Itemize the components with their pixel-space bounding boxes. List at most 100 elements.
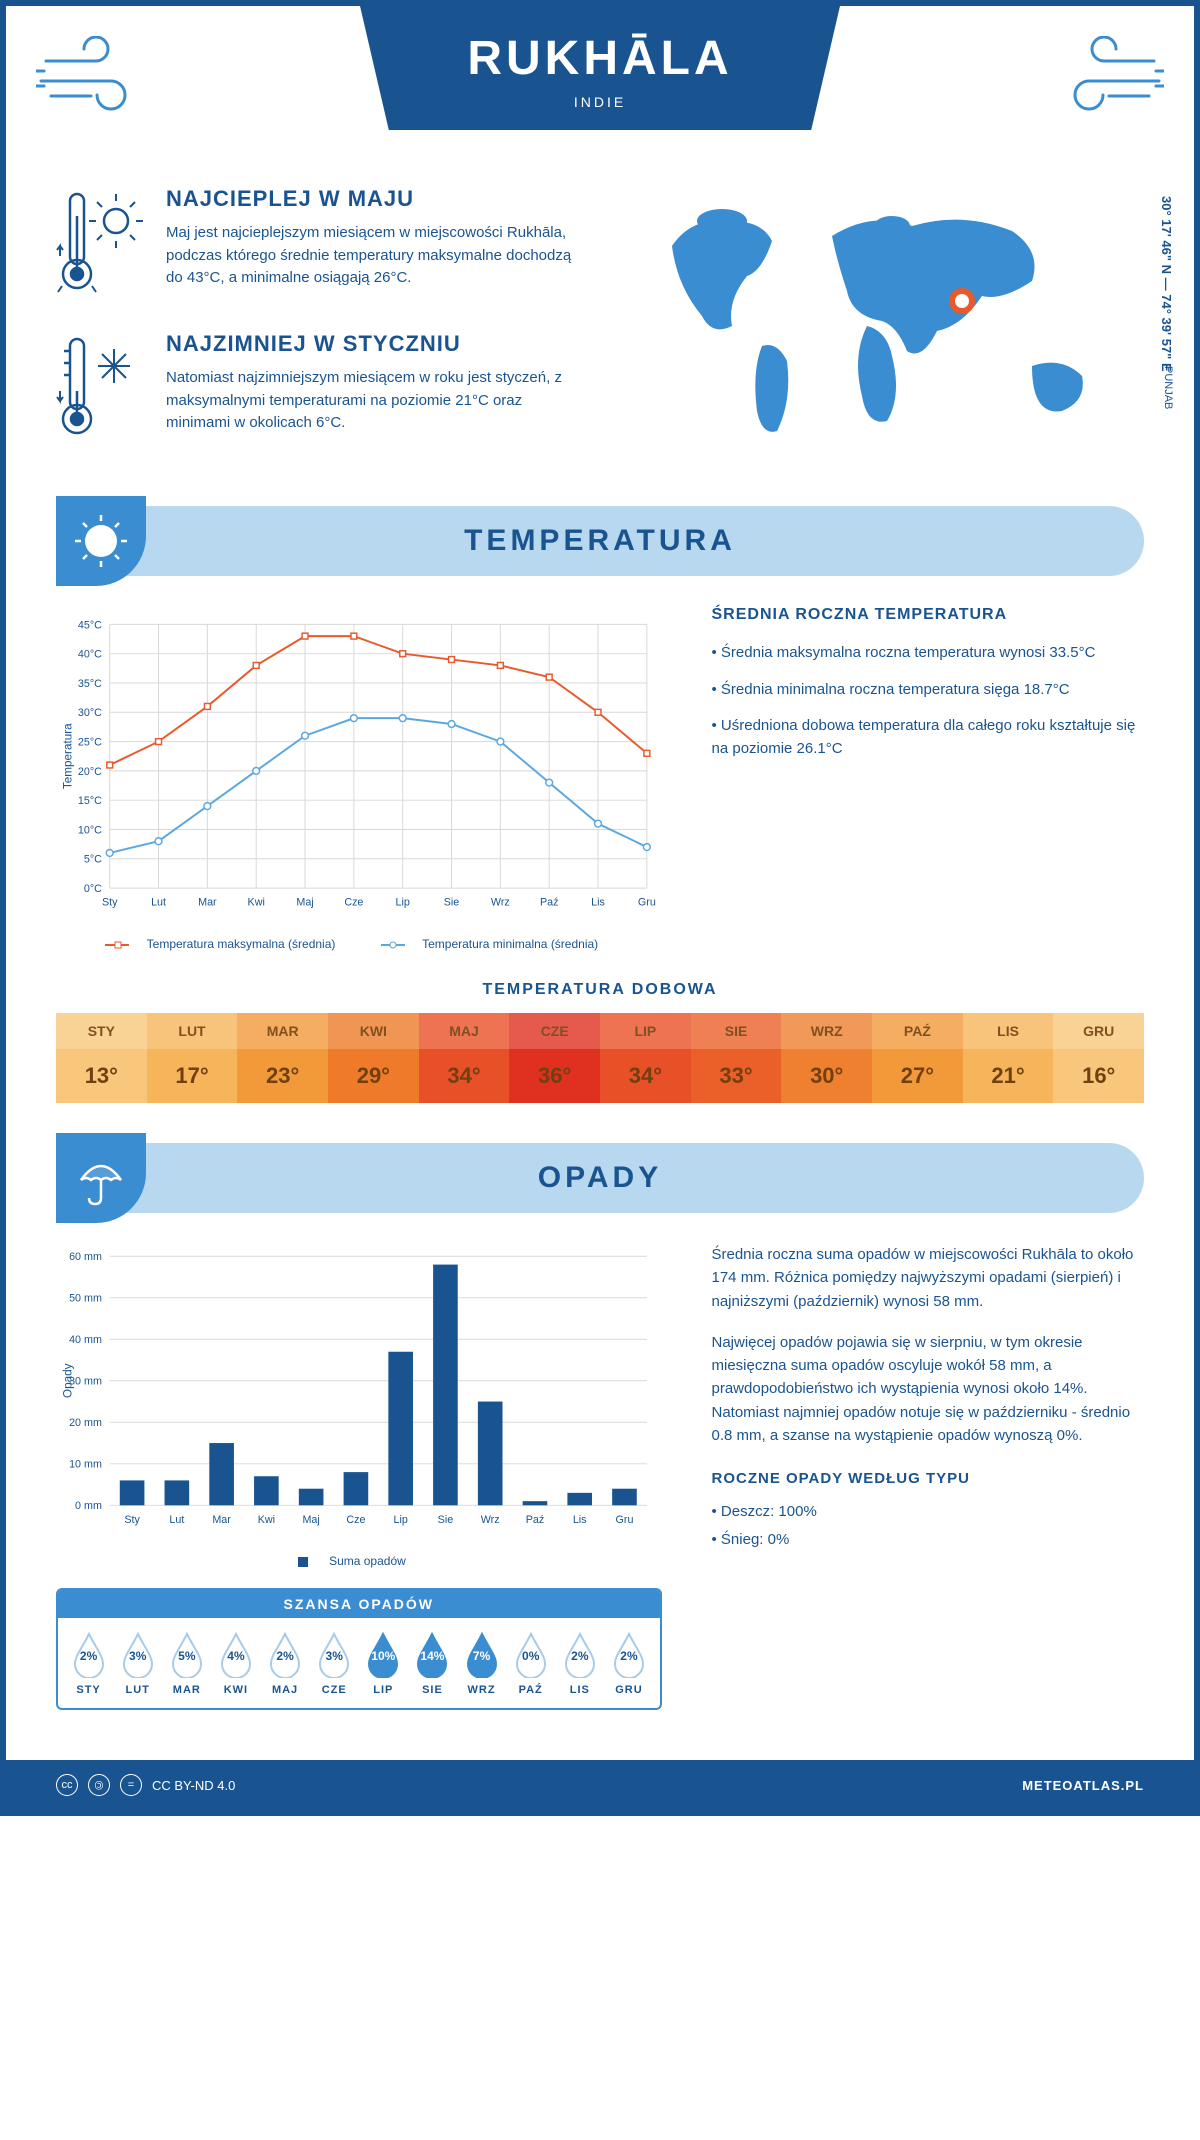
region-label: PUNJAB xyxy=(1162,366,1174,409)
precipitation-info: Średnia roczna suma opadów w miejscowośc… xyxy=(712,1243,1145,1710)
temperature-chart: 0°C5°C10°C15°C20°C25°C30°C35°C40°C45°CSt… xyxy=(56,606,662,951)
svg-text:50 mm: 50 mm xyxy=(69,1293,102,1305)
precip-type-title: ROCZNE OPADY WEDŁUG TYPU xyxy=(712,1467,1145,1490)
svg-text:Lis: Lis xyxy=(573,1514,587,1526)
precip-paragraph: Najwięcej opadów pojawia się w sierpniu,… xyxy=(712,1331,1145,1447)
svg-text:Lip: Lip xyxy=(393,1514,407,1526)
precip-paragraph: Średnia roczna suma opadów w miejscowośc… xyxy=(712,1243,1145,1313)
coldest-title: NAJZIMNIEJ W STYCZNIU xyxy=(166,331,580,357)
drop-icon: 2% xyxy=(610,1630,648,1678)
heat-value: 16° xyxy=(1053,1049,1144,1103)
svg-text:Mar: Mar xyxy=(212,1514,231,1526)
svg-text:Sty: Sty xyxy=(102,897,118,909)
heat-month: SIE xyxy=(691,1013,782,1049)
svg-text:Lut: Lut xyxy=(151,897,166,909)
temperature-content: 0°C5°C10°C15°C20°C25°C30°C35°C40°C45°CSt… xyxy=(56,606,1144,951)
chance-cell: 0% PAŹ xyxy=(506,1630,555,1696)
site-name: METEOATLAS.PL xyxy=(1022,1778,1144,1793)
chance-cell: 4% KWI xyxy=(211,1630,260,1696)
heat-month: MAJ xyxy=(419,1013,510,1049)
heat-month: STY xyxy=(56,1013,147,1049)
precipitation-chance-box: SZANSA OPADÓW 2% STY 3% LUT 5% MAR 4% KW… xyxy=(56,1588,662,1710)
chance-month: CZE xyxy=(310,1684,359,1696)
svg-text:Sty: Sty xyxy=(124,1514,140,1526)
wind-icon xyxy=(1044,36,1164,121)
cc-icon: cc xyxy=(56,1774,78,1796)
temperature-info: ŚREDNIA ROCZNA TEMPERATURA • Średnia mak… xyxy=(712,606,1145,951)
svg-text:35°C: 35°C xyxy=(78,678,102,690)
svg-text:Opady: Opady xyxy=(62,1363,75,1398)
precipitation-section-header: OPADY xyxy=(56,1143,1144,1213)
precipitation-chart-area: 0 mm10 mm20 mm30 mm40 mm50 mm60 mmStyLut… xyxy=(56,1243,662,1710)
svg-text:30°C: 30°C xyxy=(78,707,102,719)
facts-column: NAJCIEPLEJ W MAJU Maj jest najcieplejszy… xyxy=(56,186,580,476)
svg-text:Lis: Lis xyxy=(591,897,605,909)
svg-text:15°C: 15°C xyxy=(78,795,102,807)
heat-month: MAR xyxy=(237,1013,328,1049)
svg-text:40°C: 40°C xyxy=(78,649,102,661)
svg-text:Gru: Gru xyxy=(616,1514,634,1526)
warmest-fact: NAJCIEPLEJ W MAJU Maj jest najcieplejszy… xyxy=(56,186,580,301)
coldest-fact: NAJZIMNIEJ W STYCZNIU Natomiast najzimni… xyxy=(56,331,580,446)
content: NAJCIEPLEJ W MAJU Maj jest najcieplejszy… xyxy=(6,156,1194,1760)
precip-type: • Deszcz: 100% xyxy=(712,1500,1145,1523)
temp-bullet: • Średnia minimalna roczna temperatura s… xyxy=(712,679,1145,702)
chance-month: GRU xyxy=(604,1684,653,1696)
drop-icon: 0% xyxy=(512,1630,550,1678)
svg-text:Kwi: Kwi xyxy=(248,897,265,909)
license-text: CC BY-ND 4.0 xyxy=(152,1778,235,1793)
svg-text:Mar: Mar xyxy=(198,897,217,909)
chance-month: LUT xyxy=(113,1684,162,1696)
coldest-text: Natomiast najzimniejszym miesiącem w rok… xyxy=(166,367,580,435)
drop-icon: 3% xyxy=(315,1630,353,1678)
svg-text:5°C: 5°C xyxy=(84,854,102,866)
title-banner: RUKHĀLA INDIE xyxy=(360,6,840,130)
chance-cell: 10% LIP xyxy=(359,1630,408,1696)
svg-text:45°C: 45°C xyxy=(78,619,102,631)
map-column: 30° 17' 46" N — 74° 39' 57" E PUNJAB xyxy=(620,186,1144,476)
chance-cell: 2% STY xyxy=(64,1630,113,1696)
svg-text:0°C: 0°C xyxy=(84,883,102,895)
drop-icon: 14% xyxy=(413,1630,451,1678)
svg-text:Wrz: Wrz xyxy=(481,1514,500,1526)
daily-temp-title: TEMPERATURA DOBOWA xyxy=(56,981,1144,999)
svg-text:Paź: Paź xyxy=(540,897,559,909)
temp-bullet: • Średnia maksymalna roczna temperatura … xyxy=(712,642,1145,665)
chance-month: LIP xyxy=(359,1684,408,1696)
chance-cell: 3% LUT xyxy=(113,1630,162,1696)
by-icon: 🄯 xyxy=(88,1774,110,1796)
heat-month: WRZ xyxy=(781,1013,872,1049)
chance-cell: 2% LIS xyxy=(555,1630,604,1696)
chance-month: WRZ xyxy=(457,1684,506,1696)
heat-value: 27° xyxy=(872,1049,963,1103)
heat-value: 34° xyxy=(419,1049,510,1103)
chance-month: STY xyxy=(64,1684,113,1696)
heat-value: 13° xyxy=(56,1049,147,1103)
svg-text:20 mm: 20 mm xyxy=(69,1417,102,1429)
chance-title: SZANSA OPADÓW xyxy=(58,1590,660,1618)
svg-text:Cze: Cze xyxy=(346,1514,365,1526)
heat-month: LIS xyxy=(963,1013,1054,1049)
heat-month: GRU xyxy=(1053,1013,1144,1049)
drop-icon: 5% xyxy=(168,1630,206,1678)
temperature-section-header: TEMPERATURA xyxy=(56,506,1144,576)
heat-month: LUT xyxy=(147,1013,238,1049)
svg-text:Lut: Lut xyxy=(169,1514,184,1526)
svg-text:60 mm: 60 mm xyxy=(69,1251,102,1263)
svg-text:0 mm: 0 mm xyxy=(75,1500,102,1512)
umbrella-icon xyxy=(56,1133,146,1223)
avg-temp-title: ŚREDNIA ROCZNA TEMPERATURA xyxy=(712,606,1145,624)
chance-cell: 14% SIE xyxy=(408,1630,457,1696)
drop-icon: 2% xyxy=(70,1630,108,1678)
coordinates: 30° 17' 46" N — 74° 39' 57" E xyxy=(1159,196,1174,372)
temperature-title: TEMPERATURA xyxy=(464,524,736,557)
intro-row: NAJCIEPLEJ W MAJU Maj jest najcieplejszy… xyxy=(56,186,1144,476)
svg-text:Sie: Sie xyxy=(438,1514,454,1526)
svg-text:40 mm: 40 mm xyxy=(69,1334,102,1346)
precip-legend: Suma opadów xyxy=(56,1554,662,1568)
heat-value: 23° xyxy=(237,1049,328,1103)
precipitation-title: OPADY xyxy=(538,1161,662,1194)
sun-icon xyxy=(56,496,146,586)
chance-month: MAR xyxy=(162,1684,211,1696)
daily-temp-table: STYLUTMARKWIMAJCZELIPSIEWRZPAŹLISGRU13°1… xyxy=(56,1013,1144,1103)
